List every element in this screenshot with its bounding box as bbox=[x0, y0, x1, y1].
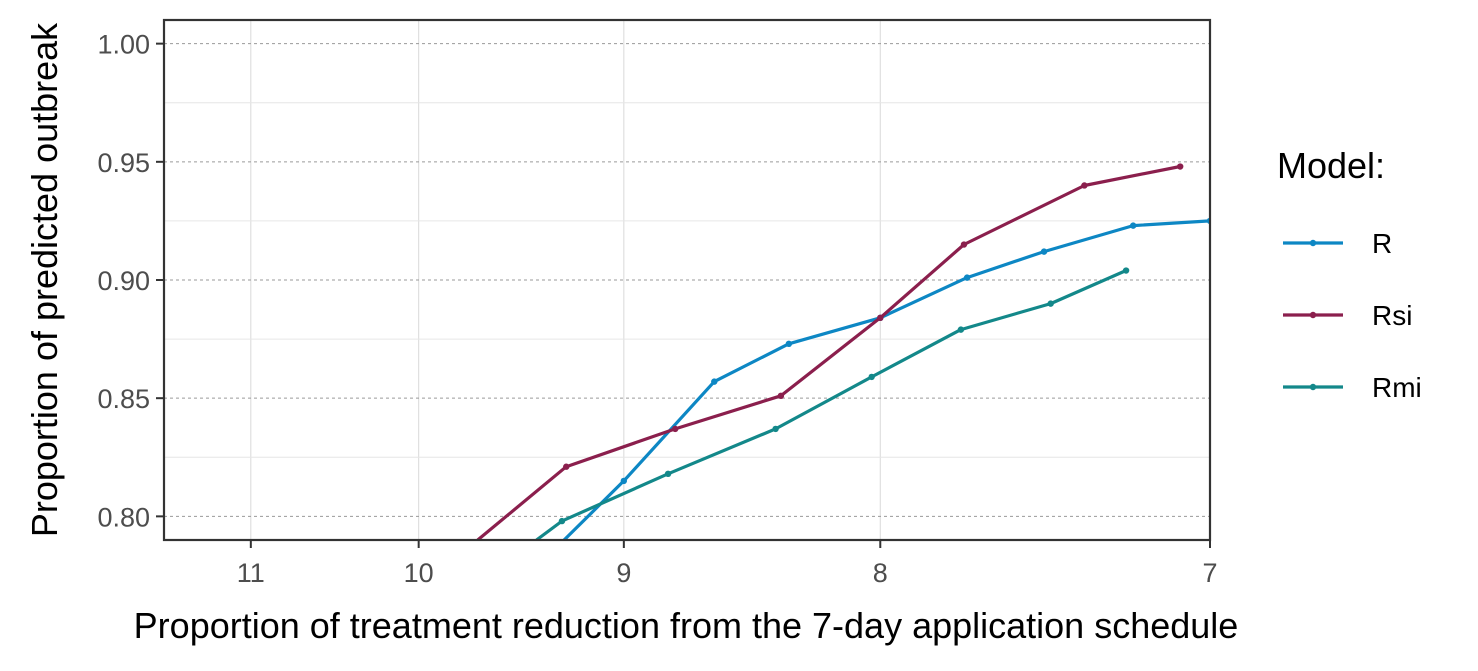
x-tick-label: 10 bbox=[404, 558, 434, 588]
data-point-rmi bbox=[558, 517, 566, 525]
x-axis-title: Proportion of treatment reduction from t… bbox=[134, 605, 1239, 646]
legend-label: Rmi bbox=[1372, 372, 1422, 403]
legend-swatch-point bbox=[1309, 239, 1317, 247]
data-point-rsi bbox=[1176, 163, 1184, 170]
legend-title: Model: bbox=[1277, 145, 1385, 186]
data-point-rmi bbox=[868, 373, 875, 381]
x-axis: 11 10 9 8 7 bbox=[237, 540, 1218, 588]
y-tick-label: 0.95 bbox=[97, 148, 150, 178]
data-point-r bbox=[785, 340, 793, 348]
data-point-r bbox=[1129, 222, 1137, 229]
x-tick-label: 8 bbox=[873, 558, 888, 588]
legend-item-rmi: Rmi bbox=[1283, 372, 1422, 403]
y-tick-label: 0.85 bbox=[97, 384, 150, 414]
series-rsi bbox=[476, 163, 1184, 540]
legend-item-rsi: Rsi bbox=[1283, 300, 1412, 331]
y-axis-title: Proportion of predicted outbreak bbox=[24, 22, 65, 537]
legend-label: Rsi bbox=[1372, 300, 1412, 331]
x-tick-label: 11 bbox=[237, 558, 265, 588]
data-point-rmi bbox=[957, 326, 965, 333]
data-point-rsi bbox=[960, 241, 968, 248]
plot-area bbox=[476, 163, 1210, 540]
series-line-rsi bbox=[476, 164, 1181, 540]
x-tick-label: 7 bbox=[1202, 558, 1217, 588]
data-point-rmi bbox=[1122, 267, 1130, 274]
x-tick-label: 9 bbox=[616, 558, 631, 588]
data-point-rsi bbox=[563, 463, 570, 470]
legend-label: R bbox=[1372, 228, 1392, 259]
data-point-rsi bbox=[877, 314, 884, 322]
y-tick-label: 0.90 bbox=[97, 266, 150, 296]
y-tick-label: 1.00 bbox=[97, 30, 150, 60]
legend: Model: R Rsi Rmi bbox=[1277, 145, 1422, 403]
legend-swatch-point bbox=[1309, 311, 1317, 319]
data-point-r bbox=[620, 477, 628, 485]
data-point-rmi bbox=[1047, 300, 1054, 307]
series-line-rmi bbox=[535, 269, 1127, 540]
data-point-r bbox=[711, 378, 718, 385]
data-point-rmi bbox=[772, 425, 779, 433]
data-point-r bbox=[963, 274, 971, 281]
data-point-rsi bbox=[777, 392, 785, 400]
data-point-rmi bbox=[664, 470, 672, 478]
series-line-r bbox=[562, 219, 1210, 540]
series-rmi bbox=[535, 267, 1130, 540]
series-r bbox=[562, 217, 1210, 540]
data-point-r bbox=[1040, 248, 1048, 255]
y-axis: 0.80 0.85 0.90 0.95 1.00 bbox=[97, 30, 164, 532]
legend-swatch-point bbox=[1309, 383, 1317, 391]
data-point-rsi bbox=[1081, 182, 1088, 189]
grid bbox=[164, 20, 1211, 540]
y-tick-label: 0.80 bbox=[97, 502, 150, 532]
legend-item-r: R bbox=[1283, 228, 1392, 259]
data-point-rsi bbox=[672, 425, 679, 433]
